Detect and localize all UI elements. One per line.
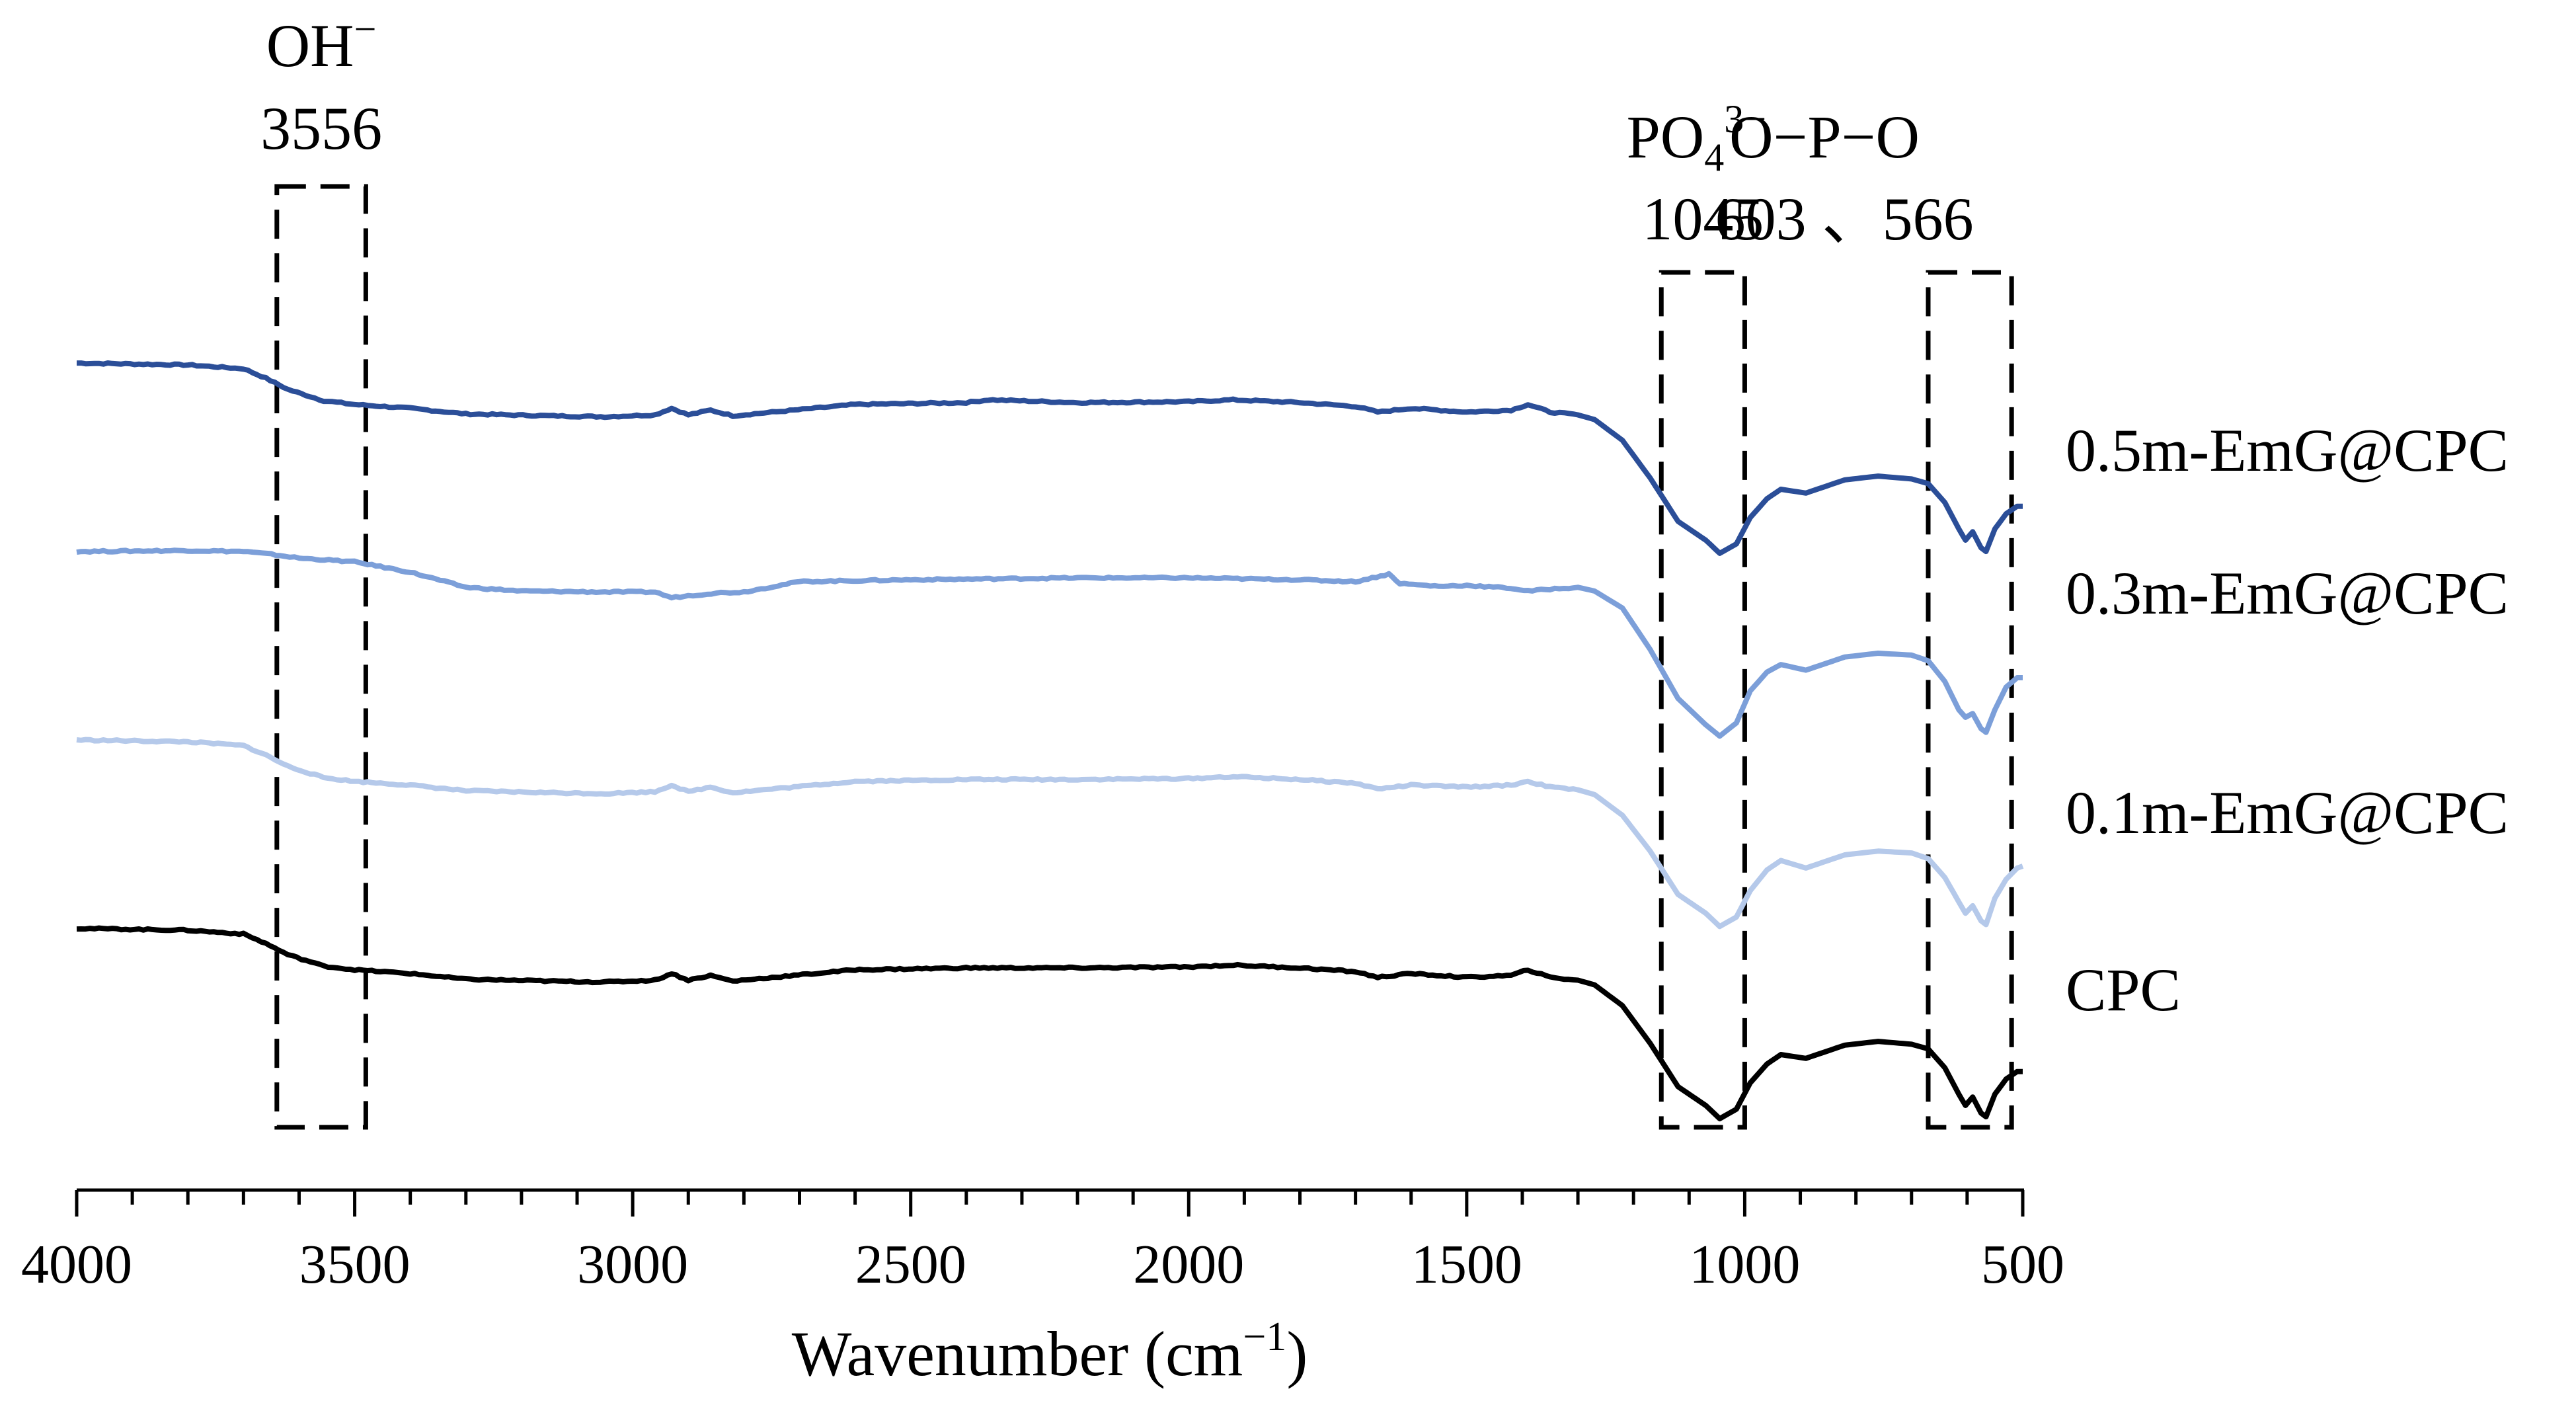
series-line (76, 737, 2024, 930)
series-line (76, 925, 2023, 1121)
annotation-po4-sup: 3− (1724, 97, 1766, 141)
x-tick-label: 2500 (855, 1234, 966, 1295)
x-tick-label: 4000 (21, 1234, 132, 1295)
x-axis-label-suffix: ) (1286, 1318, 1308, 1389)
annotation-oh-sup: − (354, 7, 377, 51)
x-axis: 4000 3500 3000 2500 2000 1500 1000 500 (21, 1188, 2064, 1295)
series-label-0-1m: 0.1m-EmG@CPC (2066, 779, 2509, 846)
annotation-po4-sub: 4 (1704, 136, 1724, 179)
annotation-box (274, 184, 368, 1130)
x-ticks: 4000 3500 3000 2500 2000 1500 1000 500 (21, 1190, 2064, 1295)
x-tick-label: 2000 (1133, 1234, 1244, 1295)
annotation-oh-value: 3556 (260, 95, 382, 162)
x-tick-label: 3500 (299, 1234, 410, 1295)
x-axis-label: Wavenumber (cm−1) (792, 1314, 1308, 1389)
x-tick-label: 3000 (577, 1234, 688, 1295)
annotation-po4-label: PO43− (1627, 97, 1766, 179)
x-tick-label: 500 (1981, 1234, 2064, 1295)
series-line (76, 547, 2023, 739)
spectra (76, 360, 2024, 1121)
series-line (77, 360, 2023, 556)
series-label-0-5m: 0.5m-EmG@CPC (2066, 417, 2509, 484)
x-tick-label: 1000 (1689, 1234, 1800, 1295)
annotation-po4-value: 1045 (1642, 185, 1764, 253)
annotation-oh-name: OH (266, 12, 354, 79)
series-label-cpc: CPC (2066, 956, 2181, 1023)
annotation-po4-name: PO (1627, 103, 1705, 171)
x-axis-label-text: Wavenumber (cm (792, 1318, 1243, 1389)
x-tick-label: 1500 (1411, 1234, 1522, 1295)
x-axis-label-sup: −1 (1243, 1314, 1286, 1359)
annotation-boxes (274, 184, 2014, 1130)
annotation-opo-label: O−P−O (1729, 103, 1920, 171)
annotation-box (1926, 270, 2014, 1130)
series-label-0-3m: 0.3m-EmG@CPC (2066, 559, 2509, 627)
annotation-oh-label: OH− (266, 7, 377, 79)
annotation-opo-value: 603 、566 (1715, 185, 1974, 253)
annotation-box (1659, 270, 1747, 1130)
